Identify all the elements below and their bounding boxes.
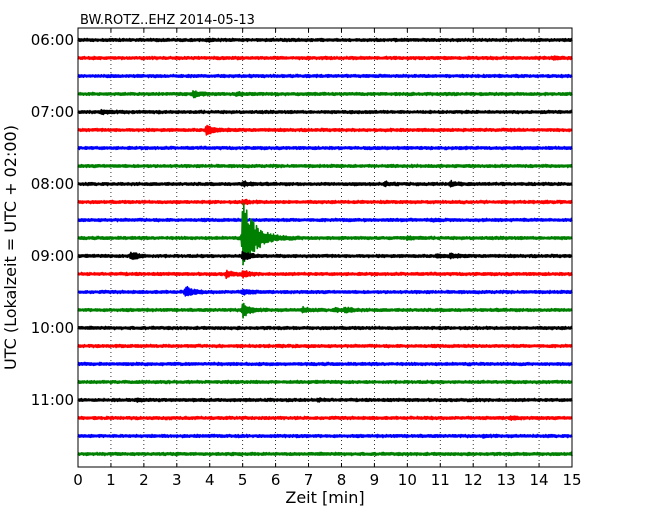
x-tick-label: 12 xyxy=(464,471,483,489)
trace-line xyxy=(77,90,573,99)
x-tick-label: 11 xyxy=(431,471,450,489)
y-axis-label: UTC (Lokalzeit = UTC + 02:00) xyxy=(1,125,20,370)
y-tick-label: 09:00 xyxy=(31,247,74,265)
trace-line xyxy=(77,37,573,43)
trace-line xyxy=(77,397,573,403)
x-tick-label: 3 xyxy=(172,471,182,489)
trace-line xyxy=(77,163,573,169)
trace-line xyxy=(77,415,573,421)
y-axis: 06:00 07:00 08:00 09:00 10:00 11:00 xyxy=(31,31,572,409)
y-tick-label: 07:00 xyxy=(31,103,74,121)
trace-line xyxy=(77,451,573,457)
trace-line xyxy=(77,325,573,331)
plot-frame xyxy=(77,27,573,468)
trace-line xyxy=(77,124,573,136)
x-tick-label: 2 xyxy=(139,471,149,489)
chart-title: BW.ROTZ..EHZ 2014-05-13 xyxy=(80,13,255,28)
trace-line xyxy=(77,108,573,116)
trace-line xyxy=(77,302,573,319)
trace-line xyxy=(77,55,573,61)
trace-line xyxy=(77,379,573,385)
trace-line xyxy=(77,73,573,79)
trace-line xyxy=(77,433,573,439)
x-tick-label: 6 xyxy=(271,471,281,489)
trace-line xyxy=(77,285,573,297)
trace-line xyxy=(77,250,573,261)
x-tick-label: 15 xyxy=(562,471,581,489)
x-tick-label: 4 xyxy=(205,471,215,489)
y-tick-label: 10:00 xyxy=(31,319,74,337)
trace-line xyxy=(77,217,573,223)
x-tick-label: 0 xyxy=(73,471,83,489)
x-tick-label: 10 xyxy=(398,471,417,489)
x-axis: 0 1 2 3 4 5 6 7 8 9 10 11 12 13 14 15 xyxy=(73,28,582,489)
trace-line xyxy=(77,361,573,367)
x-tick-label: 1 xyxy=(106,471,116,489)
x-tick-label: 7 xyxy=(304,471,314,489)
trace-line xyxy=(77,269,573,280)
trace-line xyxy=(77,202,573,266)
trace-line xyxy=(77,145,573,151)
x-tick-label: 14 xyxy=(530,471,549,489)
trace-line xyxy=(77,198,573,206)
y-tick-label: 06:00 xyxy=(31,31,74,49)
x-tick-label: 8 xyxy=(337,471,347,489)
x-axis-label: Zeit [min] xyxy=(285,488,364,507)
trace-line xyxy=(77,179,573,188)
trace-line xyxy=(77,343,573,349)
x-tick-label: 13 xyxy=(497,471,516,489)
x-tick-label: 5 xyxy=(238,471,248,489)
y-tick-label: 11:00 xyxy=(31,391,74,409)
trace-lines xyxy=(77,37,573,457)
x-tick-label: 9 xyxy=(370,471,380,489)
y-tick-label: 08:00 xyxy=(31,175,74,193)
